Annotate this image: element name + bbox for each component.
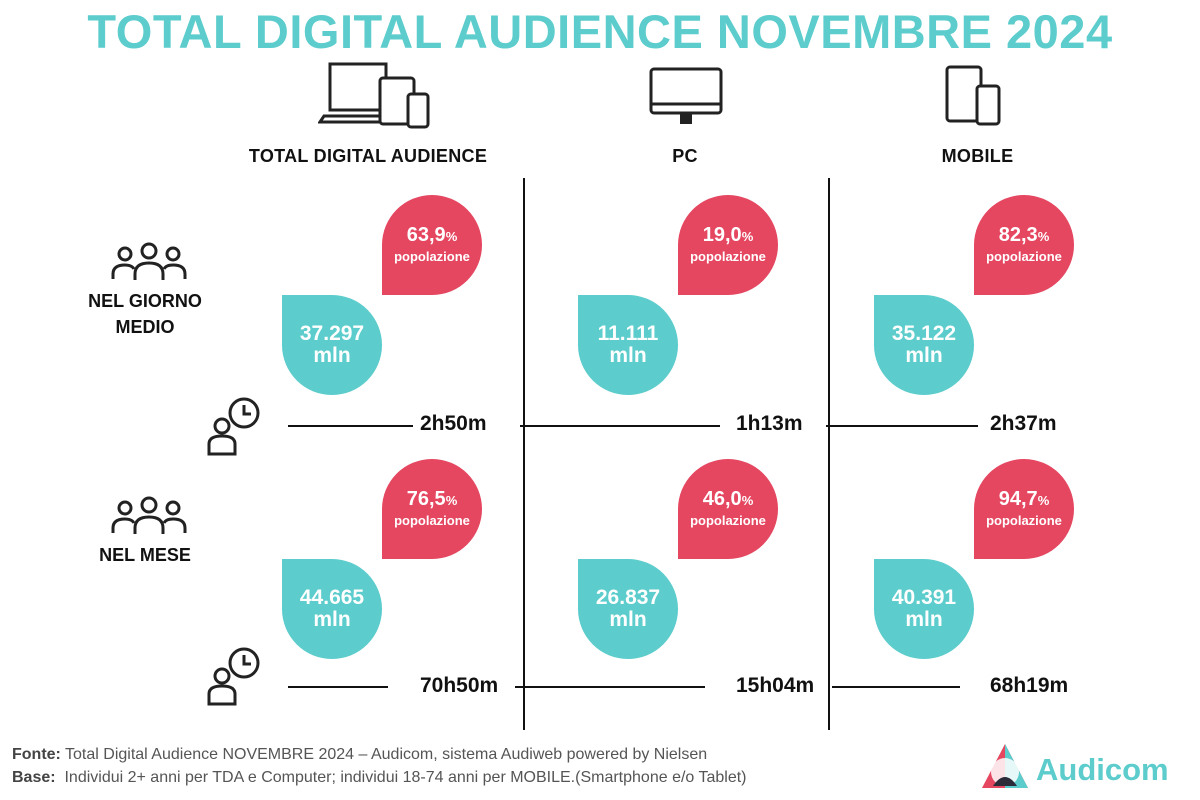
audience-users-value: 44.665: [299, 586, 365, 609]
mln-label: mln: [905, 344, 943, 367]
time-line: [826, 425, 978, 427]
row-label-giorno-medio: NEL GIORNO MEDIO: [40, 288, 250, 340]
time-line: [520, 425, 720, 427]
population-label: popolazione: [690, 513, 766, 528]
mln-label: mln: [313, 608, 351, 631]
footer-base: Base: Individui 2+ anni per TDA e Comput…: [12, 769, 746, 787]
audience-users-value: 35.122: [891, 322, 957, 345]
footer-source-text: Total Digital Audience NOVEMBRE 2024 – A…: [60, 746, 708, 763]
population-percent: 19,0%: [703, 224, 754, 248]
population-percent-value: 19,0: [702, 224, 742, 246]
audience-users-value: 37.297: [299, 322, 365, 345]
population-percent-petal: 82,3% popolazione: [974, 195, 1074, 295]
population-percent-value: 94,7: [998, 488, 1038, 510]
population-percent: 63,9%: [407, 224, 458, 248]
percent-unit: %: [445, 229, 458, 244]
audience-users-petal: 40.391 mln: [874, 559, 974, 659]
row-label-line: NEL GIORNO: [88, 291, 202, 311]
row-label-line: MEDIO: [115, 317, 175, 337]
population-percent: 94,7%: [999, 488, 1050, 512]
time-line: [288, 425, 413, 427]
population-percent-petal: 19,0% popolazione: [678, 195, 778, 295]
population-label: popolazione: [986, 513, 1062, 528]
time-line: [288, 686, 388, 688]
footer-base-text: Individui 2+ anni per TDA e Computer; in…: [55, 769, 747, 786]
time-line: [832, 686, 960, 688]
population-percent: 82,3%: [999, 224, 1050, 248]
population-percent-petal: 63,9% popolazione: [382, 195, 482, 295]
population-percent: 76,5%: [407, 488, 458, 512]
mln-label: mln: [313, 344, 351, 367]
time-spent-value: 68h19m: [990, 674, 1069, 697]
people-group-icon: [111, 242, 187, 280]
population-percent-value: 63,9: [406, 224, 446, 246]
time-spent-value: 15h04m: [736, 674, 815, 697]
population-label: popolazione: [986, 249, 1062, 264]
devices-icon: [318, 62, 430, 129]
user-clock-icon: [207, 647, 260, 706]
time-line: [515, 686, 705, 688]
row-label-nel-mese: NEL MESE: [99, 545, 191, 565]
time-spent-value: 1h13m: [736, 412, 803, 435]
audience-users-petal: 44.665 mln: [282, 559, 382, 659]
mobile-devices-icon: [945, 65, 1001, 126]
percent-unit: %: [741, 229, 754, 244]
column-divider-1: [523, 178, 525, 730]
audience-users-petal: 26.837 mln: [578, 559, 678, 659]
population-percent-value: 82,3: [998, 224, 1038, 246]
time-spent-value: 2h50m: [420, 412, 487, 435]
time-spent-value: 2h37m: [990, 412, 1057, 435]
population-percent-petal: 94,7% popolazione: [974, 459, 1074, 559]
user-clock-icon: [207, 397, 260, 456]
column-header-pc: PC: [672, 146, 698, 166]
percent-unit: %: [1037, 229, 1050, 244]
population-label: popolazione: [394, 513, 470, 528]
audience-users-value: 40.391: [891, 586, 957, 609]
population-percent: 46,0%: [703, 488, 754, 512]
footer-source-label: Fonte:: [12, 746, 61, 763]
column-header-mobile: MOBILE: [941, 146, 1014, 166]
footer-base-label: Base:: [12, 769, 56, 786]
audience-users-petal: 37.297 mln: [282, 295, 382, 395]
page-title: TOTAL DIGITAL AUDIENCE NOVEMBRE 2024: [87, 5, 1113, 58]
audience-users-value: 11.111: [597, 322, 659, 345]
population-label: popolazione: [690, 249, 766, 264]
population-label: popolazione: [394, 249, 470, 264]
audience-users-petal: 35.122 mln: [874, 295, 974, 395]
percent-unit: %: [1037, 493, 1050, 508]
audicom-logo-icon: [982, 744, 1028, 788]
mln-label: mln: [905, 608, 943, 631]
audicom-logo-text: Audicom: [1036, 752, 1169, 787]
population-percent-value: 46,0: [702, 488, 742, 510]
percent-unit: %: [741, 493, 754, 508]
time-spent-value: 70h50m: [420, 674, 499, 697]
percent-unit: %: [445, 493, 458, 508]
people-group-icon: [111, 496, 187, 534]
footer-source: Fonte: Total Digital Audience NOVEMBRE 2…: [12, 746, 707, 764]
column-divider-2: [828, 178, 830, 730]
desktop-icon: [649, 67, 723, 124]
population-percent-petal: 76,5% popolazione: [382, 459, 482, 559]
audience-users-petal: 11.111 mln: [578, 295, 678, 395]
population-percent-petal: 46,0% popolazione: [678, 459, 778, 559]
column-header-tda: TOTAL DIGITAL AUDIENCE: [248, 146, 488, 166]
mln-label: mln: [609, 344, 647, 367]
audience-users-value: 26.837: [595, 586, 661, 609]
population-percent-value: 76,5: [406, 488, 446, 510]
mln-label: mln: [609, 608, 647, 631]
